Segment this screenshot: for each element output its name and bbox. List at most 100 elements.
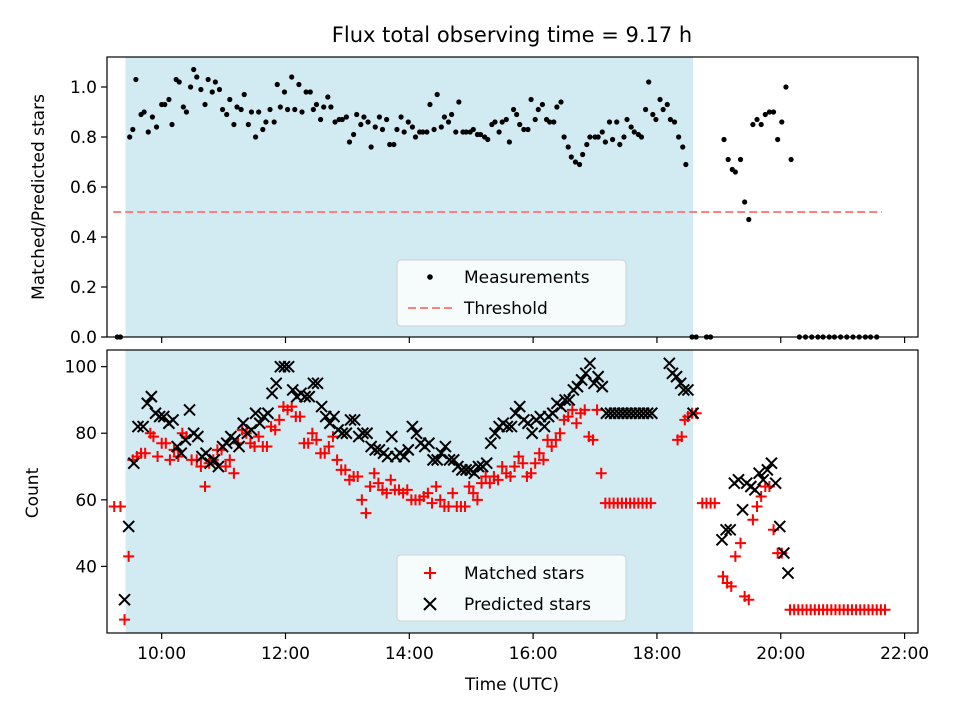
measurement-point [539, 101, 546, 108]
y-tick-label: 0.2 [70, 278, 97, 298]
measurement-point [169, 121, 175, 128]
predicted-star-point [166, 413, 180, 427]
measurement-point [676, 134, 682, 140]
y-tick-label: 100 [65, 358, 97, 378]
measurement-point [384, 116, 390, 123]
measurement-point [506, 139, 513, 145]
measurement-point [732, 169, 738, 175]
predicted-star-point [587, 377, 601, 390]
predicted-star-point [278, 360, 291, 373]
measurement-point [477, 131, 484, 138]
predicted-star-point [513, 400, 526, 413]
measurement-point [241, 91, 247, 98]
matched-star-point [339, 464, 351, 476]
measurement-point [503, 116, 509, 123]
measurement-point [130, 126, 136, 133]
measurement-point [401, 129, 407, 135]
predicted-star-point [356, 427, 370, 440]
predicted-star-point [480, 456, 493, 470]
x-axis-label: Time (UTC) [464, 675, 559, 695]
measurement-point [602, 139, 608, 145]
x-ticks-ratio [161, 337, 906, 343]
measurement-point [463, 129, 469, 135]
legend-box-ratio [396, 259, 627, 327]
x-tick-label: 16:00 [509, 644, 558, 664]
measurement-point [453, 129, 459, 135]
y-tick-label: 0.6 [70, 178, 97, 198]
predicted-star-point [468, 466, 481, 480]
measurement-point [267, 106, 273, 113]
predicted-star-point [286, 383, 299, 397]
matched-star-point [224, 454, 236, 466]
measurement-point [532, 116, 538, 123]
legend-label-predicted: Predicted stars [464, 595, 591, 615]
predicted-star-point [340, 427, 353, 440]
x-tick-label: 18:00 [632, 644, 681, 664]
matched-star-point [273, 414, 285, 426]
predicted-star-point [369, 443, 382, 457]
predicted-star-point [327, 410, 341, 423]
matched-star-point [199, 481, 211, 493]
measurement-point [166, 96, 172, 103]
predicted-star-point [145, 390, 158, 403]
measurement-point [176, 79, 182, 85]
x-ticks-count: 10:00 12:00 14:00 16:00 18:00 20:00 22:00 [137, 633, 929, 664]
measurement-point [328, 104, 334, 110]
measurement-point [332, 119, 338, 125]
measurement-point [758, 121, 764, 128]
measurement-point [339, 116, 345, 123]
matched-star-point [123, 550, 135, 562]
measurement-point [617, 141, 623, 148]
predicted-star-point [596, 380, 609, 393]
measurement-point [456, 99, 462, 105]
measurement-point [274, 81, 280, 88]
matched-star-point [463, 481, 475, 493]
measurement-point [646, 79, 652, 85]
predicted-star-point [525, 427, 539, 440]
predicted-star-point [748, 483, 762, 497]
predicted-star-point [575, 373, 588, 387]
measurement-point [351, 131, 357, 138]
matched-star-point [751, 500, 763, 512]
predicted-star-point [208, 453, 221, 467]
measurement-point [162, 101, 168, 108]
predicted-star-point [719, 523, 733, 536]
predicted-star-point [220, 437, 233, 450]
measurement-point [660, 106, 666, 113]
predicted-star-point [558, 393, 572, 407]
matched-star-point [879, 604, 891, 616]
predicted-star-point [715, 533, 729, 546]
measurement-point [346, 139, 353, 145]
matched-star-point [484, 477, 496, 489]
measurement-point [296, 81, 302, 88]
measurement-point [256, 109, 262, 115]
matched-star-point [356, 494, 368, 506]
predicted-star-point [385, 430, 398, 443]
matched-star-point [372, 477, 384, 489]
predicted-star-point [769, 476, 782, 490]
predicted-star-point [232, 440, 246, 453]
legend-box-count [396, 554, 627, 622]
legend-ratio: Measurements Threshold [396, 259, 627, 327]
predicted-star-point [777, 546, 791, 560]
matched-star-point [525, 467, 537, 479]
y-tick-label: 60 [75, 491, 97, 511]
predicted-star-point [261, 407, 275, 420]
predicted-star-point [781, 566, 795, 580]
predicted-star-point [199, 447, 213, 460]
matched-star-point [306, 427, 318, 439]
matched-star-point [401, 484, 413, 496]
matched-star-point [381, 487, 393, 499]
matched-star-point [269, 424, 281, 436]
measurement-point [606, 119, 613, 125]
matched-star-point [554, 427, 566, 439]
measurement-point [521, 126, 527, 133]
measurement-point [409, 124, 416, 130]
matched-star-point [385, 474, 397, 486]
predicted-star-point [443, 453, 456, 467]
measurement-point [299, 109, 305, 115]
measurement-point [317, 116, 324, 123]
measurement-point [358, 121, 364, 128]
predicted-star-point [170, 440, 184, 453]
